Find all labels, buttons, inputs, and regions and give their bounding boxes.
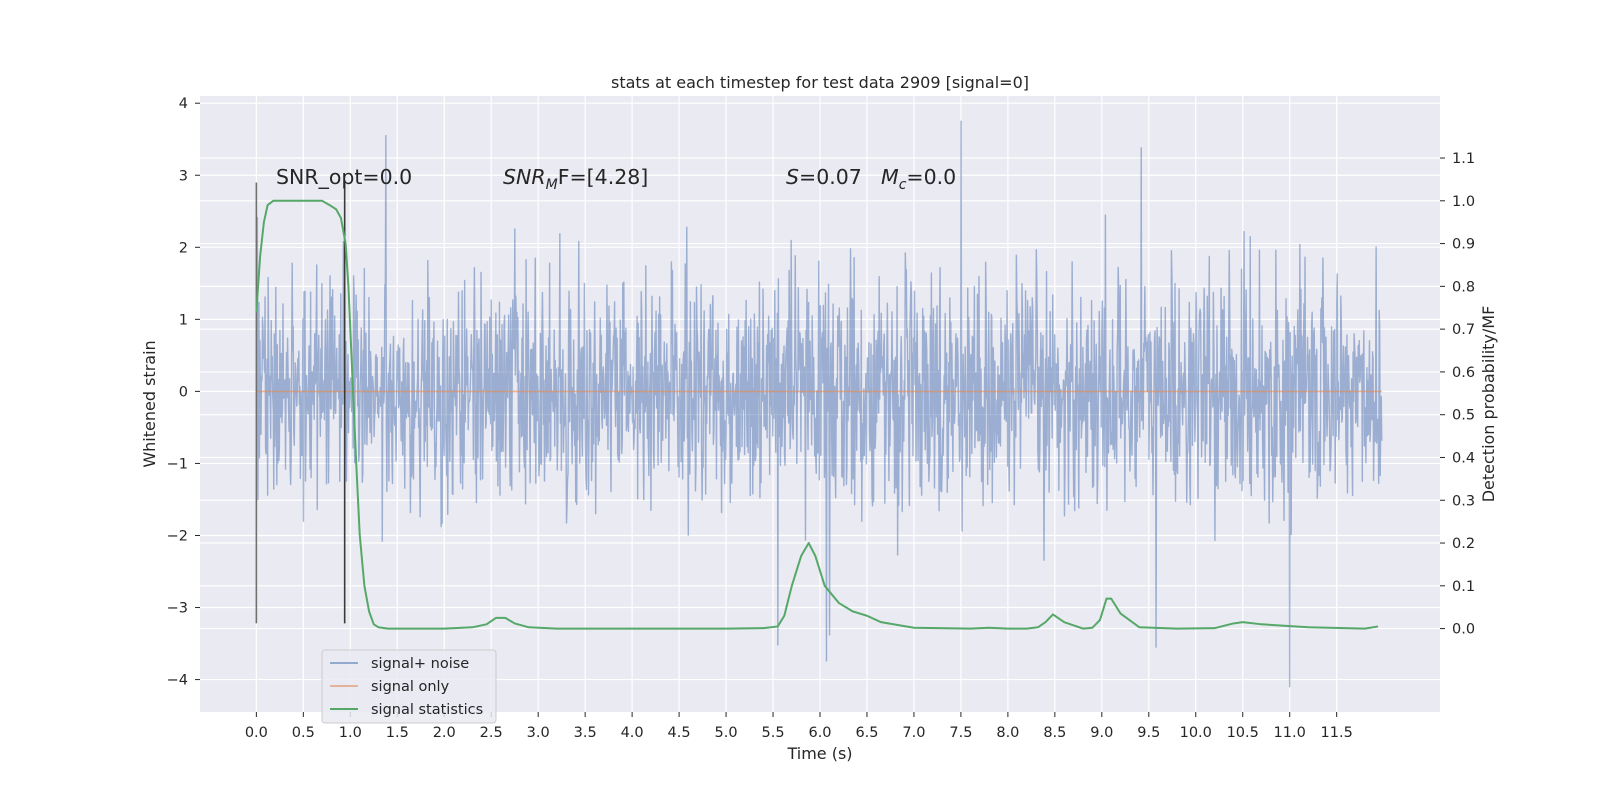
annotations: SNR_opt=0.0 SNRMF=[4.28] S=0.07 Mc=0.0 — [276, 165, 956, 193]
series-signal-noise — [255, 120, 1383, 688]
x-tick-label: 4.5 — [668, 725, 691, 741]
x-tick-label: 3.5 — [574, 725, 597, 741]
y2-tick-label: 0.1 — [1452, 579, 1475, 595]
chart-title: stats at each timestep for test data 290… — [611, 73, 1029, 92]
x-tick-label: 7.5 — [949, 725, 972, 741]
x-tick-label: 5.0 — [715, 725, 738, 741]
plot-content — [255, 120, 1383, 688]
y2-tick-label: 0.3 — [1452, 493, 1475, 509]
legend-frame — [321, 649, 497, 724]
annotation-s: S=0.07 — [786, 165, 862, 189]
x-tick-label: 5.5 — [761, 725, 784, 741]
s-symbol: S — [786, 165, 799, 189]
legend-label-signal-only: signal only — [371, 679, 450, 695]
y2-tick-label: 0.5 — [1452, 408, 1475, 424]
x-tick-label: 1.5 — [386, 725, 409, 741]
y2-tick-label: 0.6 — [1452, 365, 1475, 381]
y2-axis-label: Detection probability/MF — [1479, 306, 1498, 503]
legend-label-signal-statistics: signal statistics — [371, 702, 483, 718]
y2-tick-label: 1.1 — [1452, 151, 1475, 167]
x-tick-label: 10.5 — [1227, 725, 1259, 741]
annotation-snr-opt: SNR_opt=0.0 — [276, 165, 412, 190]
y-tick-label: −3 — [167, 601, 188, 617]
x-tick-label: 9.5 — [1137, 725, 1160, 741]
x-tick-label: 6.0 — [808, 725, 831, 741]
series-signal-statistics — [255, 199, 1379, 630]
mc-symbol: M — [881, 165, 899, 189]
y-tick-label: 2 — [179, 240, 188, 256]
signal-noise-line — [255, 120, 1383, 688]
legend-label-signal-noise: signal+ noise — [371, 656, 469, 672]
x-tick-label: 1.0 — [339, 725, 362, 741]
x-tick-label: 11.5 — [1321, 725, 1353, 741]
x-tick-label: 2.0 — [433, 725, 456, 741]
y-tick-label: 4 — [179, 96, 188, 112]
x-tick-label: 6.5 — [855, 725, 878, 741]
y2-tick-label: 0.7 — [1452, 322, 1475, 338]
y-axis-label: Whitened strain — [140, 340, 159, 467]
y2-tick-label: 0.4 — [1452, 450, 1475, 466]
vertical-markers — [255, 182, 346, 624]
snr-mf-symbol: SNR — [503, 165, 546, 189]
s-value: =0.07 — [799, 165, 862, 189]
y-tick-label: 1 — [179, 312, 188, 328]
y-tick-label: 0 — [179, 384, 188, 400]
y-tick-label: −1 — [167, 456, 188, 472]
signal-statistics-line — [255, 199, 1379, 630]
x-tick-label: 7.0 — [902, 725, 925, 741]
y2-tick-label: 0.8 — [1452, 279, 1475, 295]
x-tick-label: 8.5 — [1043, 725, 1066, 741]
mc-subscript: c — [899, 177, 907, 193]
y2-tick-label: 0.9 — [1452, 237, 1475, 253]
x-axis-label: Time (s) — [786, 744, 852, 763]
x-tick-label: 2.5 — [480, 725, 503, 741]
y-tick-label: 3 — [179, 168, 188, 184]
x-tick-label: 8.0 — [996, 725, 1019, 741]
x-tick-label: 9.0 — [1090, 725, 1113, 741]
y-tick-label: −4 — [167, 673, 188, 689]
y-tick-label: −2 — [167, 528, 188, 544]
snr-mf-value: F=[4.28] — [558, 165, 649, 189]
snr-mf-subscript: M — [546, 177, 558, 193]
axis-ticks: 0.0 0.5 1.0 1.5 2.0 2.5 3.0 3.5 4.0 4.5 5.0 5.5 6.0 6… — [167, 96, 1475, 741]
y2-tick-label: 1.0 — [1452, 194, 1475, 210]
legend: signal+ noise signal only signal statist… — [321, 649, 497, 724]
x-tick-label: 11.0 — [1274, 725, 1306, 741]
x-tick-label: 4.0 — [621, 725, 644, 741]
x-tick-label: 10.0 — [1180, 725, 1212, 741]
annotation-mc: Mc=0.0 — [881, 165, 956, 193]
x-tick-label: 0.0 — [245, 725, 268, 741]
y2-tick-label: 0.2 — [1452, 536, 1475, 552]
y2-tick-label: 0.0 — [1452, 622, 1475, 638]
annotation-snr-mf: SNRMF=[4.28] — [503, 165, 648, 193]
x-tick-label: 0.5 — [292, 725, 315, 741]
mc-value: =0.0 — [906, 165, 956, 189]
x-tick-label: 3.0 — [527, 725, 550, 741]
